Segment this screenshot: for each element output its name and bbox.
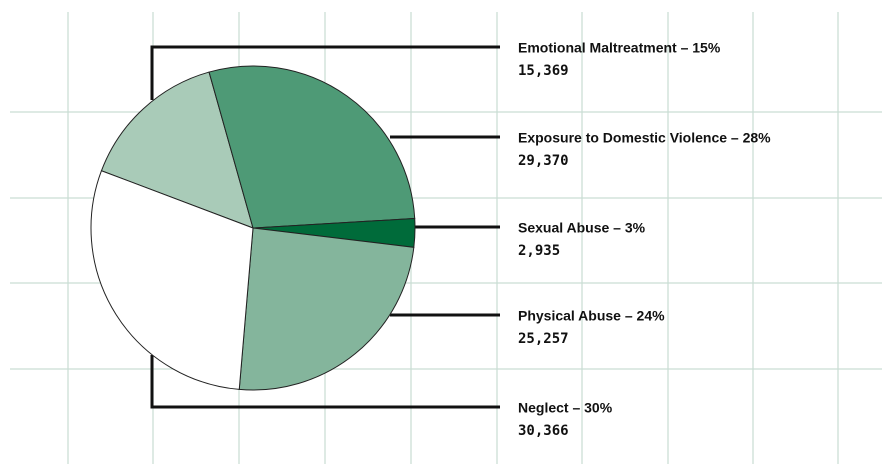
pie-slice	[238, 227, 415, 391]
value-label: 25,257	[518, 331, 569, 347]
pie-slice	[90, 170, 254, 390]
slice-label: Emotional Maltreatment – 15%	[518, 40, 721, 56]
leader-line	[150, 45, 500, 100]
value-label: 29,370	[518, 153, 569, 169]
slice-label: Neglect – 30%	[518, 400, 613, 416]
leader-line	[150, 355, 500, 409]
value-label: 2,935	[518, 243, 560, 259]
value-label: 30,366	[518, 423, 569, 439]
pie-slice	[208, 65, 416, 229]
leader-lines	[150, 45, 500, 409]
slice-label: Exposure to Domestic Violence – 28%	[518, 130, 771, 146]
pie	[90, 65, 416, 391]
value-label: 15,369	[518, 63, 569, 79]
slice-label: Physical Abuse – 24%	[518, 308, 665, 324]
slice-label: Sexual Abuse – 3%	[518, 220, 646, 236]
pie-slice	[100, 71, 254, 229]
